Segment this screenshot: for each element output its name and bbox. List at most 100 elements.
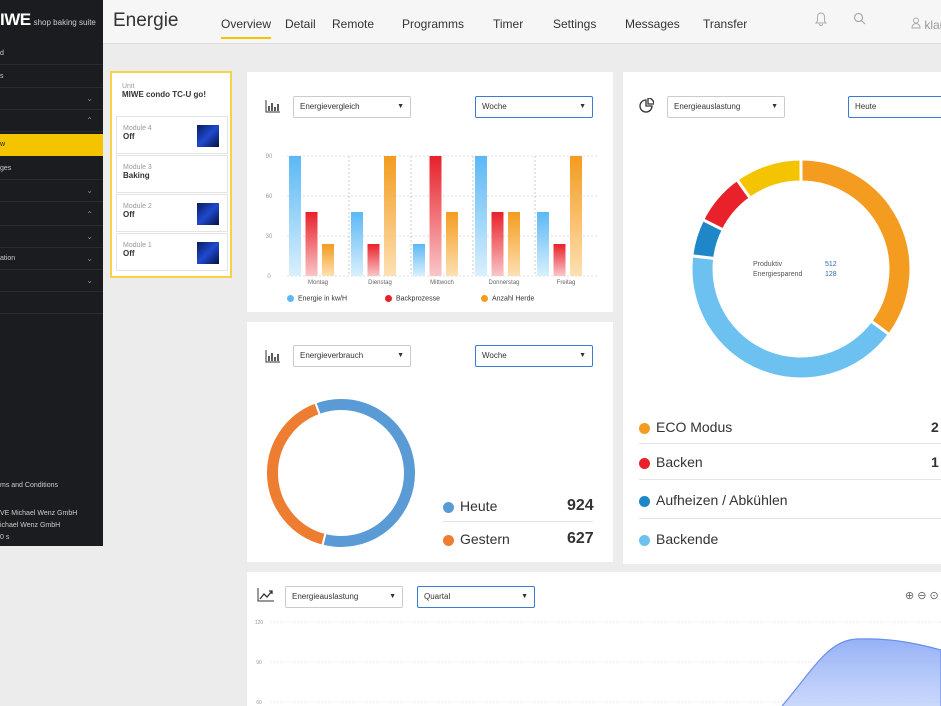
divider (639, 443, 941, 444)
chevron-icon: ⌃ (86, 210, 93, 219)
unit-name: MIWE condo TC-U go! (122, 90, 206, 99)
bar-mittwoch-2[interactable] (446, 212, 458, 276)
value-eco-modus: 2 (931, 419, 939, 435)
x-tick-label: Dienstag (368, 280, 392, 286)
tab-programms[interactable]: Programms (402, 17, 465, 31)
trend-type-select[interactable]: Energieauslastung ▼ (285, 586, 403, 608)
sidebar-item-11[interactable] (0, 292, 103, 314)
consumption-donut (265, 397, 417, 549)
sidebar-item-10[interactable]: ⌄ (0, 270, 103, 292)
tab-overview[interactable]: Overview (221, 17, 272, 39)
sidebar-item-6[interactable]: ⌄ (0, 180, 103, 202)
y-tick-label: 90 (256, 660, 262, 666)
top-bar: Energie Overview Detail Remote Programms Tim… (103, 0, 941, 44)
tab-messages[interactable]: Messages (625, 17, 680, 31)
divider (639, 518, 941, 519)
sidebar-item-7[interactable]: ⌃ (0, 204, 103, 226)
module-tile[interactable]: Module 1 Off (116, 233, 228, 271)
bar-mittwoch-0[interactable] (413, 244, 425, 276)
consumption-period-select[interactable]: Woche ▼ (475, 345, 593, 367)
chevron-icon: ⌄ (86, 276, 93, 285)
slice-heute[interactable] (313, 397, 417, 549)
footer-terms-link[interactable]: ms and Conditions (0, 482, 58, 489)
y-tick-label: 60 (266, 194, 273, 200)
tab-detail[interactable]: Detail (285, 17, 316, 31)
module-thumbnail (197, 125, 219, 147)
value-gestern: 627 (567, 530, 594, 547)
y-tick-label: 60 (256, 700, 262, 706)
sidebar-item-8[interactable]: ⌄ (0, 226, 103, 248)
sidebar-item-9[interactable]: ation ⌄ (0, 248, 103, 270)
utilization-type-select[interactable]: Energieauslastung ▼ (667, 96, 785, 118)
y-tick-label: 30 (266, 234, 273, 240)
legend-energie: Energie in kw/H (287, 295, 347, 302)
energy-consumption-card: Energieverbrauch ▼ Woche ▼ Heute 924 Geste… (247, 322, 613, 562)
tab-remote[interactable]: Remote (332, 17, 375, 31)
y-tick-label: 120 (255, 620, 264, 626)
bar-freitag-1[interactable] (553, 244, 566, 276)
tab-settings[interactable]: Settings (553, 17, 597, 31)
trend-area[interactable] (777, 638, 941, 706)
slice-eco-modus[interactable] (799, 159, 911, 337)
bell-icon[interactable] (815, 12, 827, 29)
unit-panel: Unit MIWE condo TC-U go! Module 4 Off Modu… (110, 71, 232, 278)
footer-copyright: VE Michael Wenz GmbH (0, 510, 78, 517)
sidebar-item-4[interactable]: w (0, 134, 103, 156)
bar-donnerstag-2[interactable] (508, 212, 520, 276)
module-tile[interactable]: Module 2 Off (116, 194, 228, 232)
trend-period-select[interactable]: Quartal ▼ (417, 586, 535, 608)
bar-donnerstag-1[interactable] (491, 212, 504, 276)
value-heute: 924 (567, 497, 594, 514)
sidebar-item-3[interactable]: ⌃ (0, 110, 103, 132)
legend-backprozesse: Backprozesse (385, 295, 440, 302)
slice-other[interactable] (734, 159, 803, 201)
energy-comparison-card: Energievergleich ▼ Woche ▼ 0 30 60 90 Montag Di… (247, 72, 613, 312)
legend-heute: Heute (443, 498, 497, 514)
module-tile[interactable]: Module 4 Off (116, 116, 228, 154)
bar-dienstag-2[interactable] (384, 156, 396, 276)
x-tick-label: Donnerstag (488, 280, 519, 286)
footer-version: 0 s (0, 534, 10, 541)
sidebar-item-5[interactable]: ges (0, 158, 103, 180)
comparison-type-select[interactable]: Energievergleich ▼ (293, 96, 411, 118)
sidebar-item-2[interactable]: ⌄ (0, 88, 103, 110)
bar-dienstag-0[interactable] (351, 212, 363, 276)
bar-donnerstag-0[interactable] (475, 156, 487, 276)
sidebar-item-1[interactable]: s (0, 66, 103, 88)
user-menu[interactable]: klaus.l (911, 17, 941, 32)
bar-montag-1[interactable] (305, 212, 318, 276)
utilization-donut (691, 159, 911, 379)
chevron-icon: ⌄ (86, 186, 93, 195)
value-backen: 1 (931, 454, 939, 470)
search-icon[interactable] (853, 12, 866, 28)
tab-timer[interactable]: Timer (493, 17, 524, 31)
consumption-type-select[interactable]: Energieverbrauch ▼ (293, 345, 411, 367)
bar-mittwoch-1[interactable] (429, 156, 442, 276)
bar-dienstag-1[interactable] (367, 244, 380, 276)
chevron-icon: ⌄ (86, 94, 93, 103)
bar-freitag-2[interactable] (570, 156, 582, 276)
zoom-controls[interactable]: ⊕ ⊖ ⊙ (905, 590, 939, 602)
legend-eco-modus: ECO Modus (639, 419, 732, 435)
sidebar: IWE shop baking suite d s ⌄ ⌃ w ges ⌄ ⌃ ⌄ ation ⌄ ⌄ … (0, 0, 103, 546)
legend-backende: Backende (639, 531, 718, 547)
utilization-period-select[interactable]: Heute▼ (848, 96, 941, 118)
chevron-icon: ⌄ (86, 232, 93, 241)
slice-gestern[interactable] (265, 401, 327, 547)
tab-transfer[interactable]: Transfer (703, 17, 748, 31)
module-tile[interactable]: Module 3 Baking (116, 155, 228, 193)
trend-chart-icon (257, 588, 274, 605)
divider (639, 479, 941, 480)
logo: IWE shop baking suite (0, 10, 96, 29)
bar-freitag-0[interactable] (537, 212, 549, 276)
bar-montag-0[interactable] (289, 156, 301, 276)
x-tick-label: Montag (308, 280, 328, 286)
bar-montag-2[interactable] (322, 244, 334, 276)
bar-chart-icon (265, 100, 280, 116)
bar-chart: 0 30 60 90 Montag Dienstag Mittwoch Donnerstag F… (266, 154, 597, 286)
sidebar-item-0[interactable]: d (0, 43, 103, 65)
footer-company: ichael Wenz GmbH (0, 522, 61, 529)
donut-center-labels: Produktiv 512 Energiesparend 128 (753, 261, 837, 278)
comparison-period-select[interactable]: Woche ▼ (475, 96, 593, 118)
